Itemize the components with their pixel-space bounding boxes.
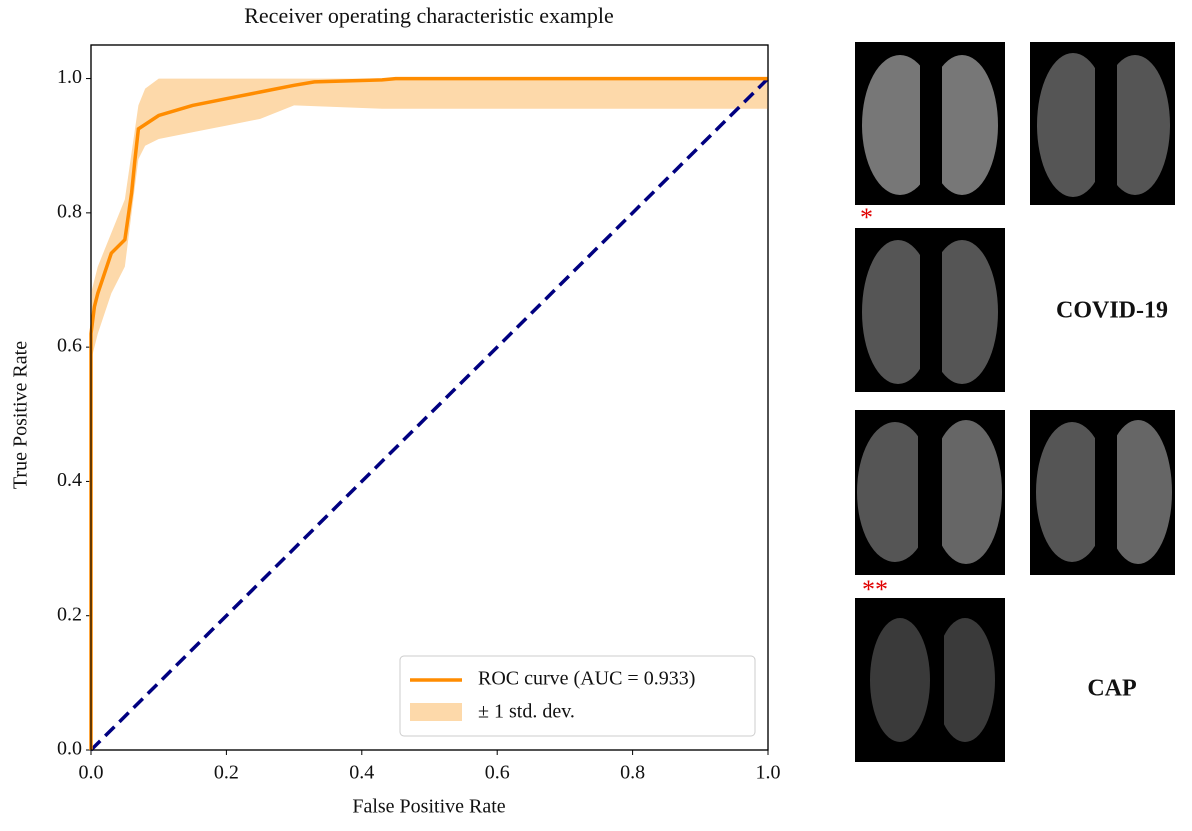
x-tick-label: 0.6 <box>485 762 510 784</box>
legend-label: ROC curve (AUC = 0.933) <box>478 668 695 690</box>
y-tick-label: 0.8 <box>57 200 82 222</box>
y-tick-label: 0.0 <box>57 738 82 760</box>
x-axis-label: False Positive Rate <box>352 796 505 818</box>
chart-title: Receiver operating characteristic exampl… <box>244 3 614 28</box>
x-tick-label: 0.0 <box>79 762 104 784</box>
plot-frame <box>91 45 768 750</box>
image-panel: * COVID-19 ** CAP <box>855 42 1175 762</box>
ct-image <box>855 42 1005 205</box>
std-band <box>91 79 768 361</box>
y-tick-label: 0.4 <box>57 469 82 491</box>
x-tick-label: 0.2 <box>214 762 239 784</box>
ct-image <box>855 228 1005 392</box>
y-tick-label: 0.6 <box>57 335 82 357</box>
x-tick-label: 0.8 <box>620 762 645 784</box>
x-tick-label: 0.4 <box>349 762 374 784</box>
plot: 0.0 0.2 0.4 0.6 0.8 1.0 0.0 0.2 0.4 0.6 0.8 1.0 ROC … <box>57 45 781 784</box>
ct-image <box>1030 42 1175 205</box>
group-label: CAP <box>1087 676 1136 702</box>
y-axis-label: True Positive Rate <box>10 341 32 489</box>
legend-label: ± 1 std. dev. <box>478 701 575 723</box>
ct-image <box>855 598 1005 762</box>
ct-image <box>1030 410 1175 575</box>
ct-image <box>855 410 1005 575</box>
y-tick-label: 0.2 <box>57 603 82 625</box>
group-label: COVID-19 <box>1056 298 1168 324</box>
plot-frame <box>91 45 768 750</box>
mark-label: * <box>860 203 873 232</box>
x-tick-label: 1.0 <box>756 762 781 784</box>
reference-line <box>91 79 768 750</box>
legend-swatch <box>410 703 462 721</box>
y-tick-label: 1.0 <box>57 66 82 88</box>
figure: Receiver operating characteristic exampl… <box>0 0 1192 826</box>
